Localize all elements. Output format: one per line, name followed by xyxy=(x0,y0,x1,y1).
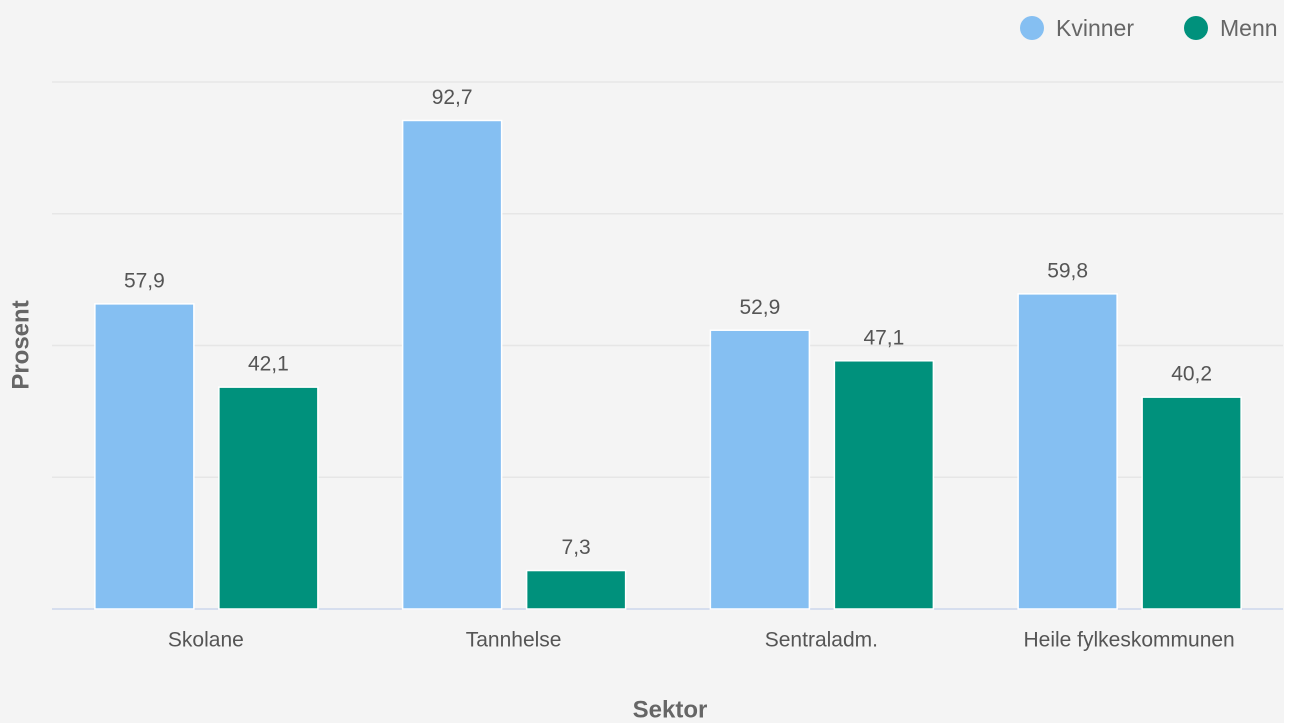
x-axis-title: Sektor xyxy=(633,696,708,723)
bar xyxy=(94,303,195,610)
bar xyxy=(709,329,811,610)
data-label: 92,7 xyxy=(432,86,473,109)
x-tick-label: Skolane xyxy=(168,629,244,652)
bar xyxy=(525,569,627,610)
data-label: 52,9 xyxy=(739,296,780,319)
bar xyxy=(1141,396,1242,610)
x-tick-label: Tannhelse xyxy=(466,629,562,652)
data-label: 59,8 xyxy=(1047,259,1088,282)
legend-marker xyxy=(1020,16,1044,40)
legend-label: Menn xyxy=(1220,15,1278,41)
bar xyxy=(1017,293,1118,610)
x-tick-label: Sentraladm. xyxy=(765,629,878,652)
data-label: 7,3 xyxy=(562,536,591,559)
legend-marker xyxy=(1184,16,1208,40)
legend-label: Kvinner xyxy=(1056,15,1134,41)
x-tick-label: Heile fylkeskommunen xyxy=(1023,629,1234,652)
bar xyxy=(218,386,319,610)
y-axis-title: Prosent xyxy=(7,300,34,389)
data-label: 40,2 xyxy=(1171,363,1212,386)
data-label: 47,1 xyxy=(863,326,904,349)
data-label: 57,9 xyxy=(124,269,165,292)
bar xyxy=(401,119,503,610)
data-label: 42,1 xyxy=(248,353,289,376)
bar xyxy=(833,360,935,610)
